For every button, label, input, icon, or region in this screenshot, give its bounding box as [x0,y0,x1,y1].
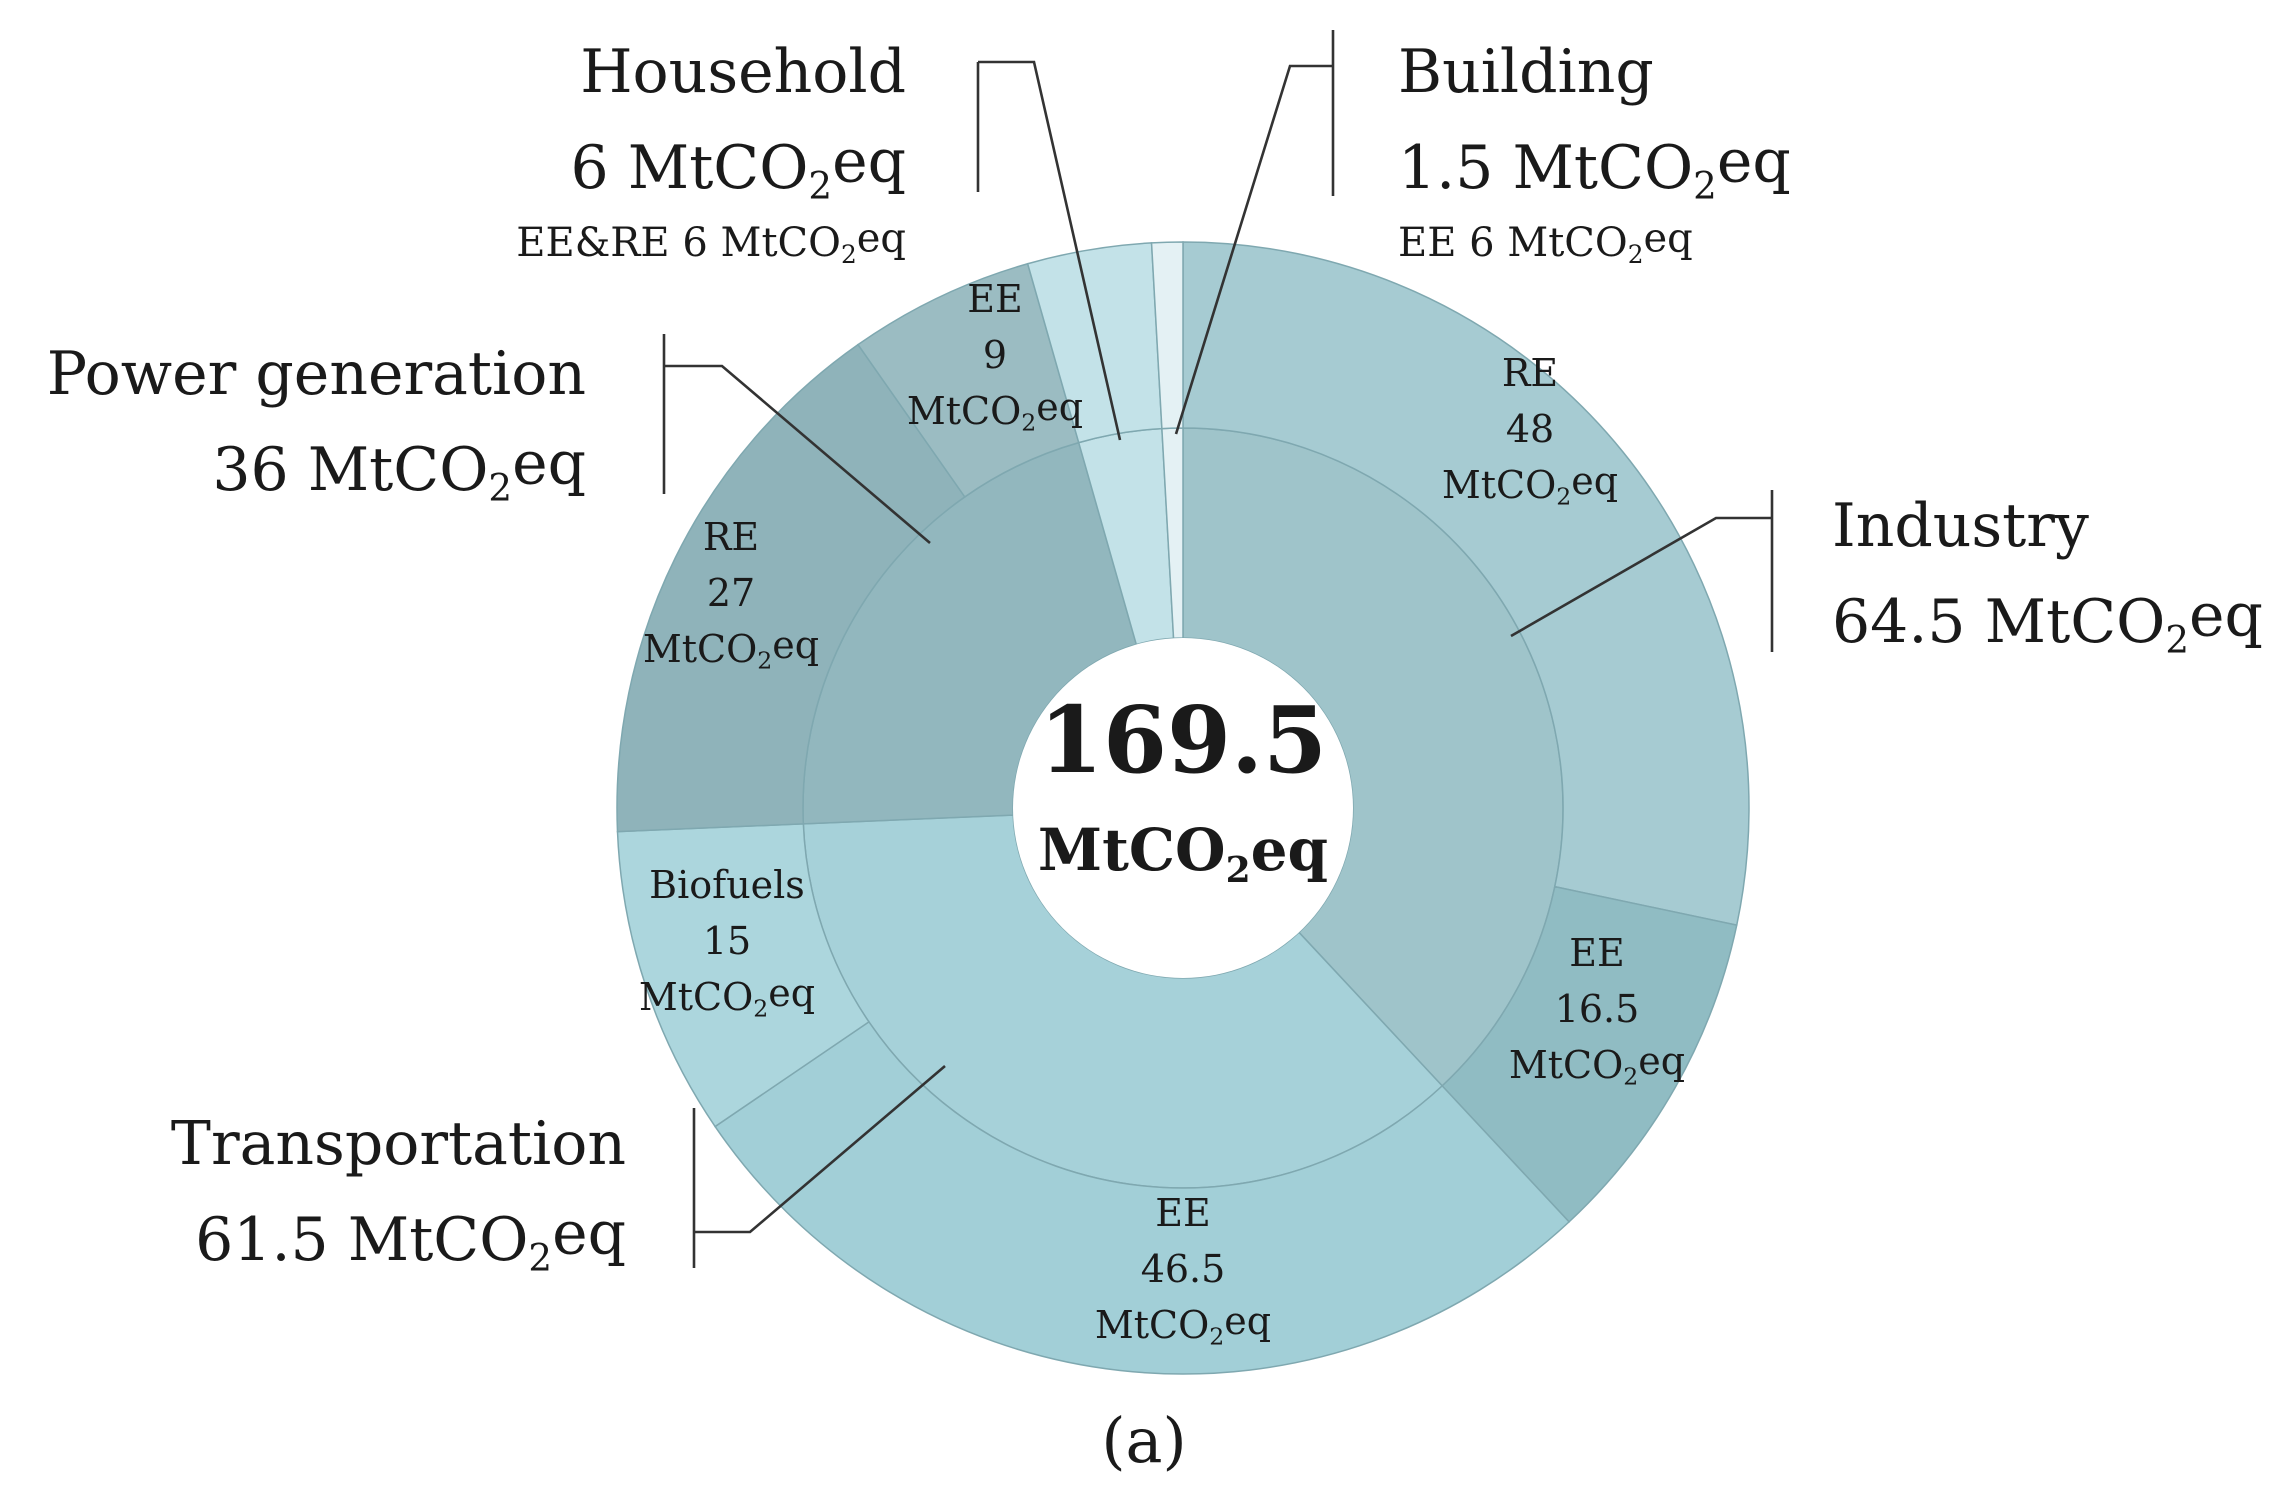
segment-label-power-re: RE 27 MtCO2eq [643,515,819,675]
segment-value: 9 [983,333,1007,377]
segment-label-transport-ee: EE 46.5 MtCO2eq [1095,1191,1271,1351]
sector-label-power: Power generation 36 MtCO2eq [47,339,586,509]
outer-slice-industry-re [1182,241,1750,927]
segment-value: 15 [703,919,751,963]
segment-name: EE [1155,1191,1210,1235]
sector-name: Household [580,37,906,107]
sector-label-industry: Industry 64.5 MtCO2eq [1832,491,2263,661]
outer-slice-building-ee [1150,241,1184,430]
sector-value: 1.5 MtCO2eq [1398,127,1791,208]
segment-name: EE [1569,931,1624,975]
segment-value: 48 [1506,407,1554,451]
center-total-value: 169.5 [1039,686,1327,794]
leader-household [978,60,1122,441]
leader-building [1174,64,1333,435]
sector-value: 64.5 MtCO2eq [1832,581,2263,662]
slices-group [616,241,1750,1375]
segment-name: Biofuels [649,863,805,907]
sector-label-household: Household 6 MtCO2eq EE&RE 6 MtCO2eq [516,37,906,269]
sector-name: Building [1398,37,1654,107]
segment-unit: MtCO2eq [639,971,815,1023]
leader-lines [662,30,1774,1268]
sector-label-transportation: Transportation 61.5 MtCO2eq [171,1109,626,1279]
leader-transportation [694,1065,946,1234]
center-total-unit: MtCO2eq [1038,816,1328,891]
segment-label-industry-re: RE 48 MtCO2eq [1442,351,1618,511]
segment-unit: MtCO2eq [1095,1299,1271,1351]
sector-detail: EE&RE 6 MtCO2eq [516,216,906,269]
segment-value: 46.5 [1141,1247,1226,1291]
segment-value: 27 [707,571,755,615]
segment-unit: MtCO2eq [1442,459,1618,511]
segment-name: RE [1502,351,1558,395]
leader-power [664,364,931,544]
segment-name: EE [967,277,1022,321]
segment-label-power-ee: EE 9 MtCO2eq [907,277,1083,437]
sector-name: Transportation [171,1109,626,1179]
sector-name: Power generation [47,339,586,409]
sector-value: 6 MtCO2eq [571,127,906,208]
outer-slice-power-re [616,343,966,833]
segment-label-transport-bio: Biofuels 15 MtCO2eq [639,863,815,1023]
sector-value: 61.5 MtCO2eq [195,1199,626,1280]
outer-slice-transport-ee [714,1020,1571,1375]
center-hole [1013,638,1353,978]
segment-unit: MtCO2eq [1509,1039,1685,1091]
labels-group: RE48MtCO2eqEE16.5MtCO2eqEE46.5MtCO2eqBio… [47,37,2263,1351]
segment-label-industry-ee: EE 16.5 MtCO2eq [1509,931,1685,1091]
segment-value: 16.5 [1555,987,1640,1031]
segment-unit: MtCO2eq [907,385,1083,437]
segment-name: RE [703,515,759,559]
sector-label-building: Building 1.5 MtCO2eq EE 6 MtCO2eq [1398,37,1791,269]
panel-label: (a) [1101,1404,1186,1477]
leader-industry [1510,516,1772,638]
sector-value: 36 MtCO2eq [212,429,586,510]
segment-unit: MtCO2eq [643,623,819,675]
sector-detail: EE 6 MtCO2eq [1398,216,1693,269]
sector-name: Industry [1832,491,2089,561]
